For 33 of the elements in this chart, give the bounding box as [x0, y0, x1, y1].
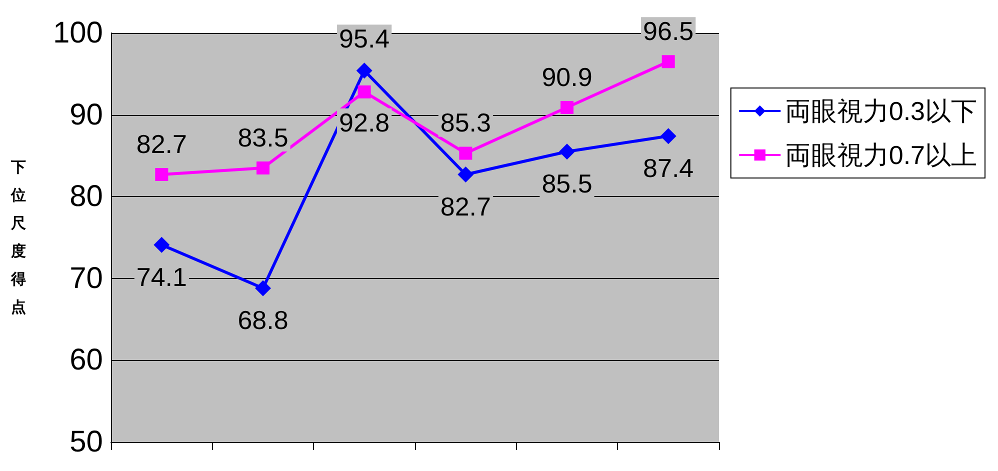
- point: [358, 85, 371, 98]
- data-label: 85.3: [440, 108, 491, 138]
- data-label: 95.4: [339, 24, 390, 54]
- data-label: 96.5: [643, 16, 694, 46]
- data-label: 87.4: [643, 153, 694, 184]
- y-tick-label: 100: [52, 16, 103, 50]
- data-label: 90.9: [542, 62, 592, 92]
- y-tick-label: 80: [70, 180, 103, 214]
- point: [459, 146, 472, 160]
- point: [155, 168, 168, 182]
- y-tick-label: 60: [70, 344, 103, 377]
- point: [458, 166, 474, 183]
- y-tick-label: 90: [70, 98, 103, 132]
- point: [256, 161, 270, 174]
- point: [356, 62, 372, 79]
- y-tick-label: 70: [70, 262, 103, 295]
- point: [154, 236, 170, 253]
- point: [662, 55, 675, 68]
- legend-label: 両眼視力0.7以上: [784, 140, 978, 170]
- point: [660, 128, 676, 144]
- point: [255, 280, 271, 296]
- point: [560, 100, 574, 114]
- y-axis-title: 下位尺度得点: [10, 159, 27, 316]
- legend-label: 両眼視力0.3以下: [784, 96, 978, 126]
- data-label: 85.5: [542, 168, 592, 199]
- data-label: 82.7: [136, 129, 187, 160]
- data-label: 83.5: [238, 122, 288, 152]
- point: [559, 144, 575, 160]
- data-label: 68.8: [238, 305, 288, 336]
- data-label: 82.7: [440, 192, 491, 222]
- data-label: 74.1: [136, 262, 187, 292]
- y-tick-label: 50: [70, 426, 103, 458]
- data-label: 92.8: [339, 107, 390, 138]
